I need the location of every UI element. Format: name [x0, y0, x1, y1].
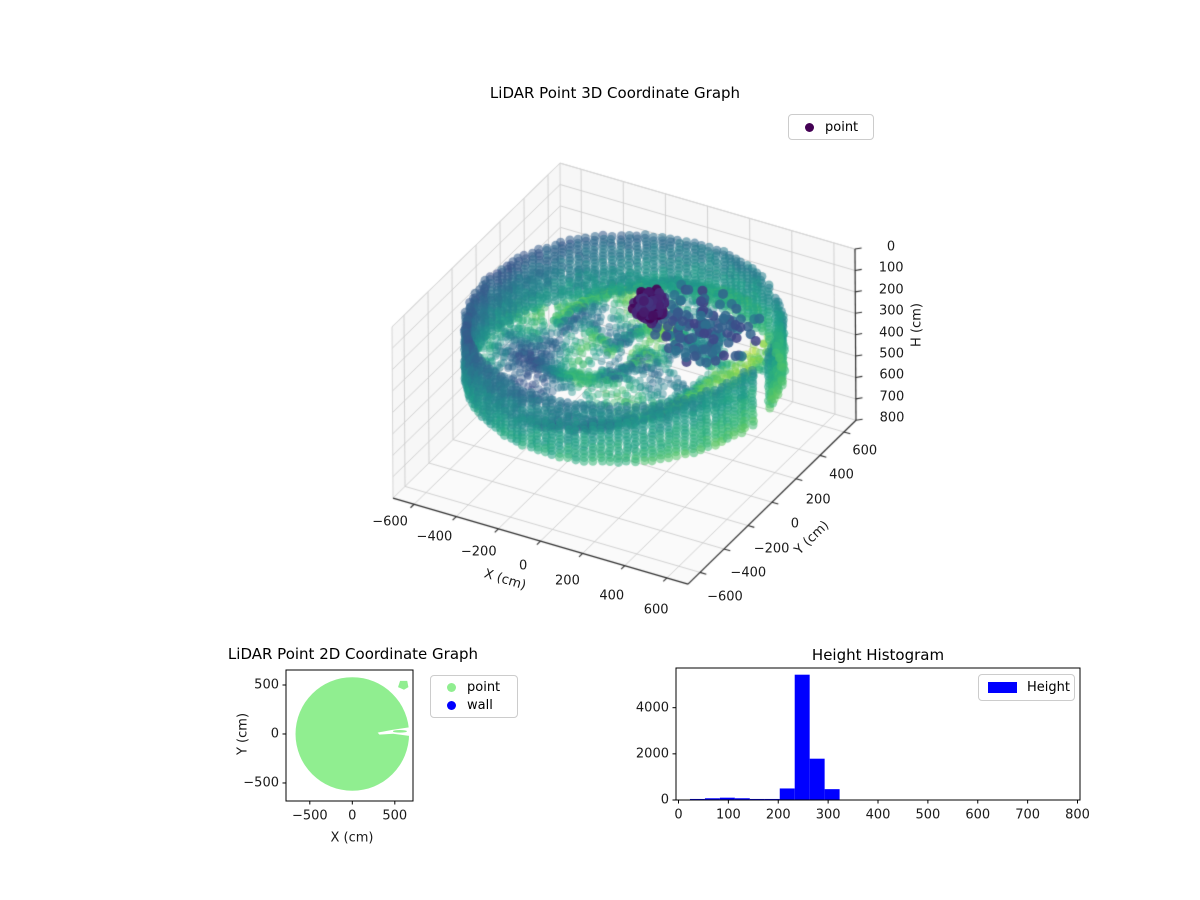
- h-tick-label-3d: 700: [879, 389, 905, 405]
- x-tick-label-hist: 200: [765, 807, 791, 823]
- scan-gap-wedge: [379, 670, 413, 691]
- plot-3d-canvas: [0, 0, 1200, 630]
- h-tick-label-3d: 200: [878, 282, 904, 298]
- y-tick-label-3d: 400: [829, 467, 854, 483]
- x-tick-label-hist: 500: [915, 807, 941, 823]
- h-tick-label-3d: 300: [878, 303, 904, 319]
- y-tick-label-2d: −500: [243, 775, 279, 791]
- x-tick-label-3d: 600: [643, 602, 669, 618]
- y-tick-label-3d: 0: [790, 516, 800, 532]
- y-tick-label-3d: −400: [730, 565, 767, 581]
- y-tick-label-3d: −600: [707, 589, 743, 605]
- x-tick-label-hist: 700: [1015, 807, 1041, 823]
- x-tick-label-hist: 400: [865, 807, 891, 823]
- histogram-bar: [779, 788, 795, 800]
- y-tick-label-2d: 0: [270, 726, 279, 742]
- y-tick-label-hist: 0: [660, 792, 669, 808]
- legend-label: point: [467, 680, 501, 695]
- h-tick-label-3d: 600: [879, 367, 905, 383]
- histogram-title: Height Histogram: [811, 646, 945, 664]
- histogram-bar: [704, 798, 720, 800]
- y-tick-label-hist: 2000: [635, 746, 669, 762]
- point-cloud-island: [392, 730, 407, 733]
- legend-entry-point-3d: point: [798, 120, 863, 135]
- histogram-bar: [794, 674, 810, 800]
- plot-3d-title: LiDAR Point 3D Coordinate Graph: [489, 84, 741, 102]
- x-axis-label-2d: X (cm): [330, 830, 374, 846]
- x-tick-label-2d: 500: [382, 808, 408, 824]
- y-tick-label-2d: 500: [254, 677, 279, 693]
- x-tick-label-hist: 0: [674, 807, 683, 823]
- y-tick-label-3d: 200: [805, 492, 831, 508]
- wall-marker-icon: [447, 701, 456, 710]
- legend-label: point: [825, 119, 859, 135]
- histogram-legend: Height: [978, 674, 1075, 701]
- x-tick-label-hist: 100: [715, 807, 741, 823]
- h-tick-label-3d: 400: [879, 325, 904, 341]
- x-tick-label-3d: −600: [372, 514, 408, 530]
- x-tick-label-2d: −500: [291, 808, 328, 824]
- legend-label: wall: [467, 698, 493, 713]
- x-tick-label-3d: −200: [460, 544, 497, 560]
- x-tick-label-hist: 600: [965, 807, 991, 823]
- plot-2d-frame: [285, 669, 414, 802]
- point-cloud-peninsula: [398, 680, 409, 690]
- x-tick-label-3d: −400: [416, 529, 453, 545]
- h-tick-label-3d: 500: [879, 346, 905, 362]
- point-marker-icon: [805, 122, 814, 132]
- legend-label: Height: [1027, 680, 1070, 695]
- y-tick-label-hist: 4000: [635, 700, 669, 716]
- scan-gap-hole: [397, 693, 401, 697]
- x-tick-label-hist: 800: [1065, 807, 1090, 823]
- point-cloud-disc: [295, 677, 410, 791]
- histogram-bar: [689, 798, 705, 800]
- plot-2d-title: LiDAR Point 2D Coordinate Graph: [227, 645, 479, 663]
- h-tick-label-3d: 800: [879, 410, 905, 426]
- plot-2d-legend: point wall: [430, 675, 518, 718]
- histogram-bar: [764, 798, 780, 800]
- h-tick-label-3d: 100: [878, 260, 904, 276]
- histogram-bar: [809, 758, 825, 800]
- height-bar-icon: [988, 682, 1017, 693]
- h-tick-label-3d: 0: [886, 239, 896, 255]
- histogram-bar: [749, 798, 765, 800]
- x-tick-label-hist: 300: [815, 807, 841, 823]
- x-tick-label-3d: 200: [555, 573, 580, 589]
- plot-3d-legend: point: [788, 114, 874, 140]
- y-tick-label-3d: −200: [753, 541, 790, 557]
- legend-entry-height: Height: [988, 680, 1070, 695]
- x-tick-label-3d: 0: [518, 558, 528, 574]
- y-tick-label-3d: 600: [852, 443, 878, 459]
- legend-entry-point-2d: point: [440, 680, 507, 695]
- histogram-bar: [734, 798, 750, 800]
- x-tick-label-2d: 0: [348, 808, 357, 824]
- histogram-bar: [824, 789, 840, 800]
- legend-entry-wall-2d: wall: [440, 698, 507, 713]
- x-tick-label-3d: 400: [599, 588, 625, 604]
- point-marker-icon: [447, 683, 456, 692]
- histogram-bar: [719, 797, 735, 800]
